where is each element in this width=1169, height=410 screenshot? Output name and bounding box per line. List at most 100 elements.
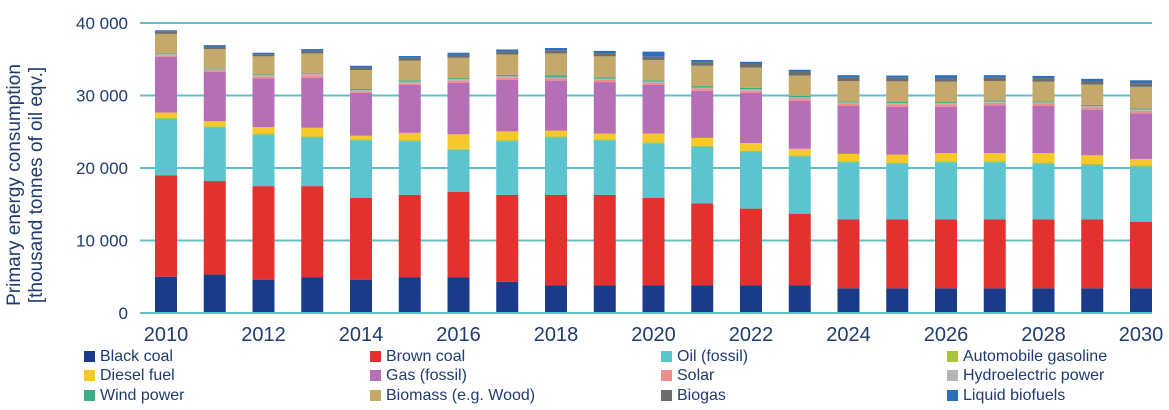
bar-segment (983, 81, 1006, 101)
x-tick-label: 2012 (241, 324, 286, 346)
bar-segment (691, 146, 714, 204)
bar-segment (545, 137, 567, 195)
bar-segment (593, 140, 616, 195)
bar-segment (983, 153, 1006, 162)
bar-segment (203, 181, 226, 275)
bar-segment (398, 194, 421, 278)
bar-segment (447, 79, 470, 81)
legend-item: Brown coal (370, 348, 465, 365)
bar-segment (203, 49, 226, 69)
legend-label: Automobile gasoline (963, 348, 1107, 365)
bar-segment (886, 101, 909, 104)
bar-segment (740, 61, 762, 64)
legend-label: Solar (677, 367, 715, 384)
bar-segment (1032, 75, 1055, 79)
legend-swatch (661, 370, 672, 381)
bar-segment (837, 75, 860, 78)
bar-segment (203, 127, 226, 182)
bar-segment (691, 203, 714, 286)
bar-segment (350, 91, 372, 93)
bar-segment (252, 186, 275, 280)
bar-segment (740, 89, 762, 91)
legend-label: Oil (fossil) (677, 348, 748, 365)
x-tick-label: 2018 (534, 324, 579, 346)
bar-segment (496, 140, 519, 142)
bar-segment (642, 56, 665, 60)
bar-segment (447, 149, 470, 192)
bar-segment (983, 161, 1006, 163)
bar-segment (252, 279, 275, 313)
bar-segment (740, 285, 762, 313)
bar-stack (642, 51, 665, 313)
bar-segment (350, 65, 372, 68)
bar-segment (1130, 113, 1152, 159)
bar-segment (935, 102, 957, 104)
bar-segment (593, 133, 616, 140)
bar-segment (837, 103, 860, 107)
bar-stack (496, 49, 519, 313)
bar-segment (155, 30, 177, 32)
bar-segment (203, 69, 226, 71)
bar-segment (1032, 106, 1055, 154)
bar-stack (740, 61, 762, 313)
bar-segment (496, 51, 519, 55)
bar-segment (252, 74, 275, 76)
bar-segment (788, 156, 811, 214)
bar-segment (642, 80, 665, 82)
legend-swatch (947, 351, 958, 362)
bar-segment (203, 121, 226, 127)
bar-segment (691, 90, 714, 138)
bar-segment (398, 277, 421, 313)
bar-stack (788, 69, 811, 313)
x-tick-label: 2028 (1021, 324, 1066, 346)
bar-segment (886, 77, 909, 82)
bar-segment (545, 75, 567, 78)
bar-segment (642, 197, 665, 286)
bar-segment (155, 276, 177, 313)
bar-segment (886, 288, 909, 313)
bar-segment (837, 102, 860, 104)
legend-label: Biogas (677, 387, 726, 404)
bar-stack (252, 52, 275, 313)
bar-segment (447, 80, 470, 83)
bar-segment (983, 288, 1006, 313)
bar-segment (398, 132, 421, 141)
y-tick-label: 0 (119, 304, 128, 323)
bar-segment (935, 162, 957, 220)
bar-segment (1081, 81, 1104, 85)
bar-stack (155, 30, 177, 313)
x-tick-label: 2016 (436, 324, 481, 346)
bar-segment (1032, 101, 1055, 103)
bar-segment (1130, 83, 1152, 87)
legend-label: Liquid biofuels (963, 387, 1065, 404)
bar-segment (886, 154, 909, 163)
legend-item: Hydroelectric power (947, 367, 1105, 384)
bar-segment (642, 84, 665, 134)
bar-segment (788, 71, 811, 76)
bar-segment (155, 31, 177, 34)
bar-segment (350, 88, 372, 91)
bar-segment (983, 102, 1006, 106)
bar-segment (740, 67, 762, 88)
bar-segment (788, 75, 811, 96)
bar-stack (447, 52, 470, 313)
bar-segment (301, 127, 324, 137)
bar-stack (398, 55, 421, 313)
bar-segment (642, 51, 665, 57)
bar-segment (398, 141, 421, 195)
bar-segment (837, 77, 860, 81)
bar-segment (740, 142, 762, 151)
bar-segment (398, 60, 421, 81)
bar-segment (593, 82, 616, 134)
bar-segment (1130, 166, 1152, 222)
bar-segment (252, 133, 275, 135)
bar-segment (593, 194, 616, 286)
bar-segment (203, 71, 226, 122)
bar-segment (1130, 158, 1152, 166)
bar-segment (155, 53, 177, 55)
bar-segment (496, 131, 519, 141)
bar-stack (886, 75, 909, 313)
bar-segment (496, 79, 519, 132)
bar-segment (837, 219, 860, 289)
bar-segment (301, 137, 324, 187)
